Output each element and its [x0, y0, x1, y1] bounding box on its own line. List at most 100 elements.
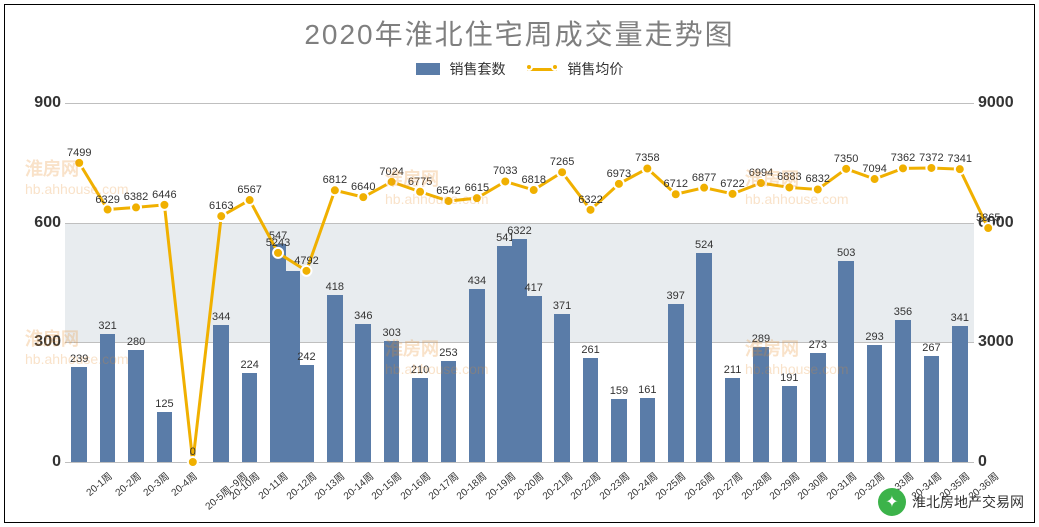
- line-marker: [472, 193, 482, 203]
- line-marker: [699, 183, 709, 193]
- line-value-label: 6832: [806, 173, 830, 185]
- line-value-label: 6640: [351, 181, 375, 193]
- yaxis-right-tick: 3000: [978, 333, 1026, 351]
- line-marker: [443, 196, 453, 206]
- line-value-label: 7024: [379, 166, 403, 178]
- line-value-label: 7341: [948, 153, 972, 165]
- xaxis-tick: 20-12周: [282, 468, 319, 502]
- xaxis-tick: 20-16周: [396, 468, 433, 502]
- xaxis-tick: 20-26周: [680, 468, 717, 502]
- line-value-label: 6722: [720, 178, 744, 190]
- legend-bar-swatch: [416, 63, 440, 75]
- line-value-label: 7499: [67, 147, 91, 159]
- line-marker: [955, 164, 965, 174]
- gridline: [65, 462, 974, 463]
- chart-area: 0300600900030006000900023932128012503442…: [65, 103, 974, 462]
- yaxis-right-tick: 0: [978, 453, 1026, 471]
- xaxis-tick: 20-4周: [167, 468, 200, 499]
- line-marker: [159, 200, 169, 210]
- xaxis-tick: 20-1周: [82, 468, 115, 499]
- yaxis-left-tick: 900: [17, 94, 61, 112]
- chart-frame: 2020年淮北住宅周成交量走势图 销售套数 销售均价 0300600900030…: [4, 4, 1035, 523]
- xaxis-tick: 20-13周: [311, 468, 348, 502]
- xaxis-tick: 20-28周: [737, 468, 774, 502]
- line-value-label: 4792: [294, 255, 318, 267]
- line-marker: [614, 179, 624, 189]
- xaxis-tick: 20-21周: [538, 468, 575, 502]
- line-value-label: 6567: [237, 184, 261, 196]
- line-marker: [245, 195, 255, 205]
- line-value-label: 6883: [777, 171, 801, 183]
- line-marker: [387, 177, 397, 187]
- line-value-label: 7358: [635, 152, 659, 164]
- xaxis-tick: 20-23周: [595, 468, 632, 502]
- line-value-label: 7265: [550, 156, 574, 168]
- line-marker: [358, 192, 368, 202]
- line-value-label: 6973: [607, 168, 631, 180]
- line-value-label: 6775: [408, 176, 432, 188]
- line-marker: [216, 211, 226, 221]
- line-marker: [131, 202, 141, 212]
- line-value-label: 6329: [95, 194, 119, 206]
- line-value-label: 6818: [521, 174, 545, 186]
- yaxis-right-tick: 9000: [978, 94, 1026, 112]
- xaxis-tick: 20-15周: [368, 468, 405, 502]
- xaxis-tick: 20-29周: [765, 468, 802, 502]
- xaxis-tick: 20-19周: [481, 468, 518, 502]
- line-value-label: 0: [190, 446, 196, 458]
- line-value-label: 5865: [976, 212, 1000, 224]
- line-value-label: 6322: [578, 194, 602, 206]
- line-value-label: 7033: [493, 165, 517, 177]
- xaxis-tick: 20-3周: [139, 468, 172, 499]
- xaxis-tick: 20-20周: [510, 468, 547, 502]
- line-value-label: 7094: [862, 163, 886, 175]
- line-marker: [784, 182, 794, 192]
- yaxis-left-tick: 300: [17, 333, 61, 351]
- line-marker: [415, 187, 425, 197]
- xaxis-tick: 20-14周: [339, 468, 376, 502]
- line-marker: [273, 248, 283, 258]
- line-marker: [529, 185, 539, 195]
- line-marker: [586, 205, 596, 215]
- legend-line-swatch: [527, 63, 557, 75]
- line-marker: [74, 158, 84, 168]
- legend: 销售套数 销售均价: [5, 59, 1034, 79]
- line-value-label: 6712: [663, 178, 687, 190]
- xaxis-tick: 20-27周: [708, 468, 745, 502]
- line-marker: [926, 163, 936, 173]
- line-marker: [728, 189, 738, 199]
- chart-title: 2020年淮北住宅周成交量走势图: [5, 13, 1034, 53]
- line-marker: [898, 163, 908, 173]
- line-value-label: 7350: [834, 153, 858, 165]
- xaxis-tick: 20-24周: [623, 468, 660, 502]
- line-value-label: 7372: [919, 152, 943, 164]
- xaxis-tick: 20-2周: [111, 468, 144, 499]
- xaxis-tick: 20-30周: [794, 468, 831, 502]
- legend-series1-label: 销售套数: [450, 61, 506, 77]
- line-marker: [841, 164, 851, 174]
- xaxis-tick: 20-18周: [453, 468, 490, 502]
- line-marker: [870, 174, 880, 184]
- wechat-icon: ✦: [878, 488, 906, 516]
- xaxis-tick: 20-22周: [566, 468, 603, 502]
- line-value-label: 6542: [436, 185, 460, 197]
- line-value-label: 6812: [323, 174, 347, 186]
- line-marker: [103, 205, 113, 215]
- legend-series2-label: 销售均价: [567, 61, 623, 77]
- line-marker: [671, 189, 681, 199]
- line-value-label: 7362: [891, 152, 915, 164]
- line-value-label: 6163: [209, 200, 233, 212]
- line-value-label: 6877: [692, 172, 716, 184]
- yaxis-left-tick: 0: [17, 453, 61, 471]
- xaxis-tick: 20-31周: [822, 468, 859, 502]
- xaxis-tick: 20-11周: [254, 468, 290, 502]
- xaxis-tick: 20-17周: [424, 468, 461, 502]
- xaxis-tick: 20-25周: [652, 468, 689, 502]
- footer-badge: ✦ 淮北房地产交易网: [878, 488, 1024, 516]
- line-marker: [642, 163, 652, 173]
- line-marker: [813, 184, 823, 194]
- line-value-label: 6446: [152, 189, 176, 201]
- line-value-label: 6994: [749, 167, 773, 179]
- line-value-label: 6382: [124, 191, 148, 203]
- line-marker: [301, 266, 311, 276]
